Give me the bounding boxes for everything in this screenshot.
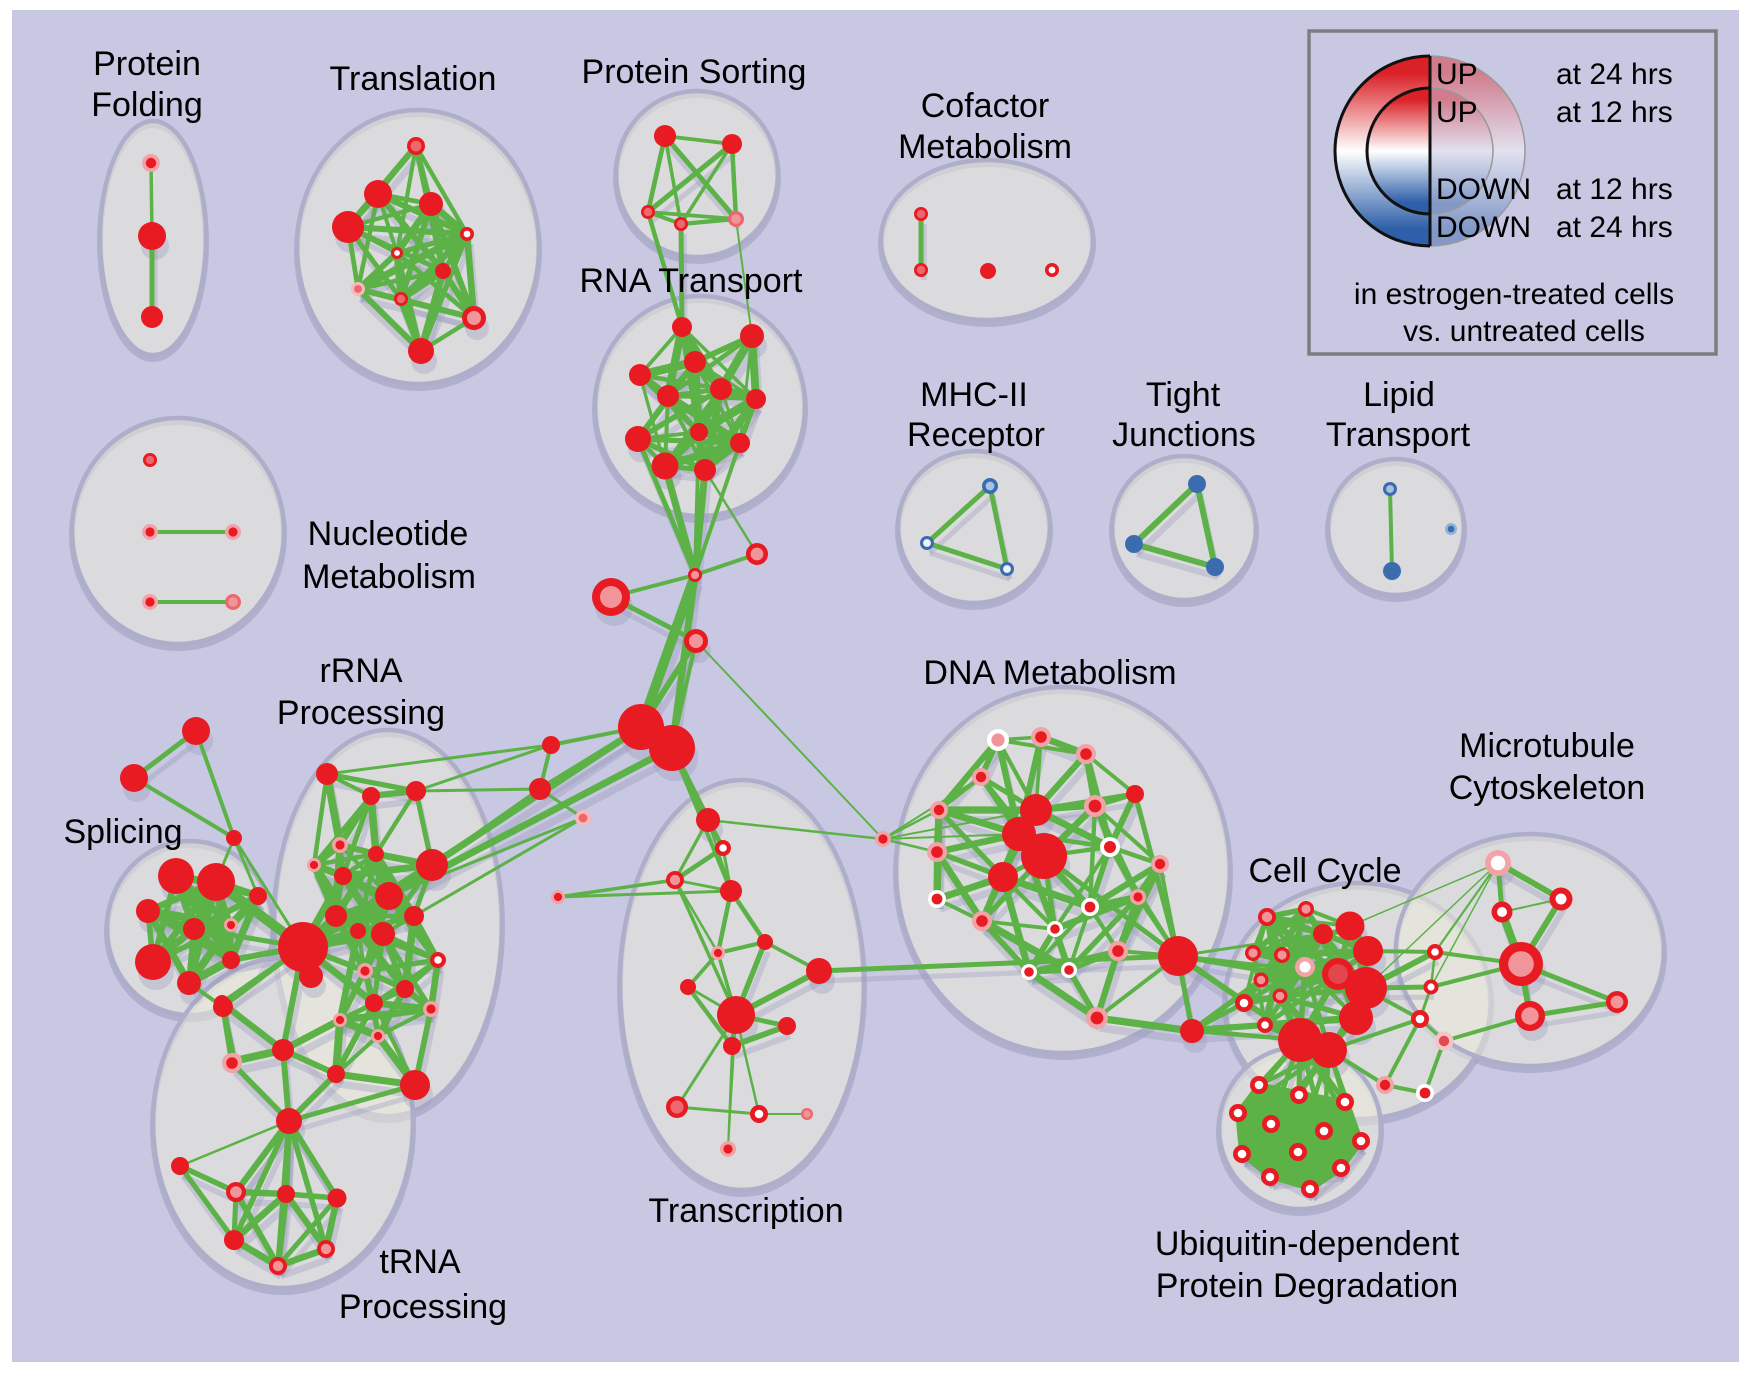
- svg-text:at 24 hrs: at 24 hrs: [1556, 58, 1673, 91]
- svg-text:Folding: Folding: [91, 86, 203, 124]
- svg-text:Microtubule: Microtubule: [1459, 727, 1635, 765]
- svg-text:at 24 hrs: at 24 hrs: [1556, 211, 1673, 244]
- svg-text:Tight: Tight: [1146, 376, 1221, 414]
- svg-text:RNA Transport: RNA Transport: [580, 262, 804, 300]
- svg-text:Protein Sorting: Protein Sorting: [582, 53, 807, 91]
- svg-text:Nucleotide: Nucleotide: [308, 515, 469, 553]
- svg-text:Processing: Processing: [277, 694, 445, 732]
- svg-text:Metabolism: Metabolism: [898, 128, 1072, 166]
- svg-text:UP: UP: [1436, 58, 1478, 91]
- svg-text:Processing: Processing: [339, 1288, 507, 1326]
- svg-text:UP: UP: [1436, 96, 1478, 129]
- svg-text:Cell Cycle: Cell Cycle: [1248, 852, 1401, 890]
- svg-text:tRNA: tRNA: [379, 1243, 461, 1281]
- svg-text:Transport: Transport: [1326, 416, 1471, 454]
- svg-text:Translation: Translation: [330, 60, 497, 98]
- svg-text:Transcription: Transcription: [648, 1192, 843, 1230]
- svg-text:Cytoskeleton: Cytoskeleton: [1449, 769, 1646, 807]
- svg-text:DNA Metabolism: DNA Metabolism: [923, 654, 1176, 692]
- svg-text:Lipid: Lipid: [1363, 376, 1435, 414]
- svg-text:vs. untreated cells: vs. untreated cells: [1403, 315, 1645, 348]
- svg-text:Splicing: Splicing: [63, 813, 182, 851]
- svg-text:at 12 hrs: at 12 hrs: [1556, 173, 1673, 206]
- svg-text:Protein: Protein: [93, 45, 201, 83]
- svg-text:rRNA: rRNA: [319, 652, 402, 690]
- svg-text:Junctions: Junctions: [1112, 416, 1256, 454]
- svg-text:MHC-II: MHC-II: [920, 376, 1028, 414]
- svg-text:DOWN: DOWN: [1436, 211, 1531, 244]
- svg-text:Ubiquitin-dependent: Ubiquitin-dependent: [1155, 1225, 1460, 1263]
- svg-text:in estrogen-treated cells: in estrogen-treated cells: [1354, 278, 1674, 311]
- svg-text:Receptor: Receptor: [907, 416, 1045, 454]
- svg-text:DOWN: DOWN: [1436, 173, 1531, 206]
- svg-text:at 12 hrs: at 12 hrs: [1556, 96, 1673, 129]
- svg-text:Cofactor: Cofactor: [921, 87, 1050, 125]
- svg-text:Protein Degradation: Protein Degradation: [1156, 1267, 1458, 1305]
- svg-text:Metabolism: Metabolism: [302, 558, 476, 596]
